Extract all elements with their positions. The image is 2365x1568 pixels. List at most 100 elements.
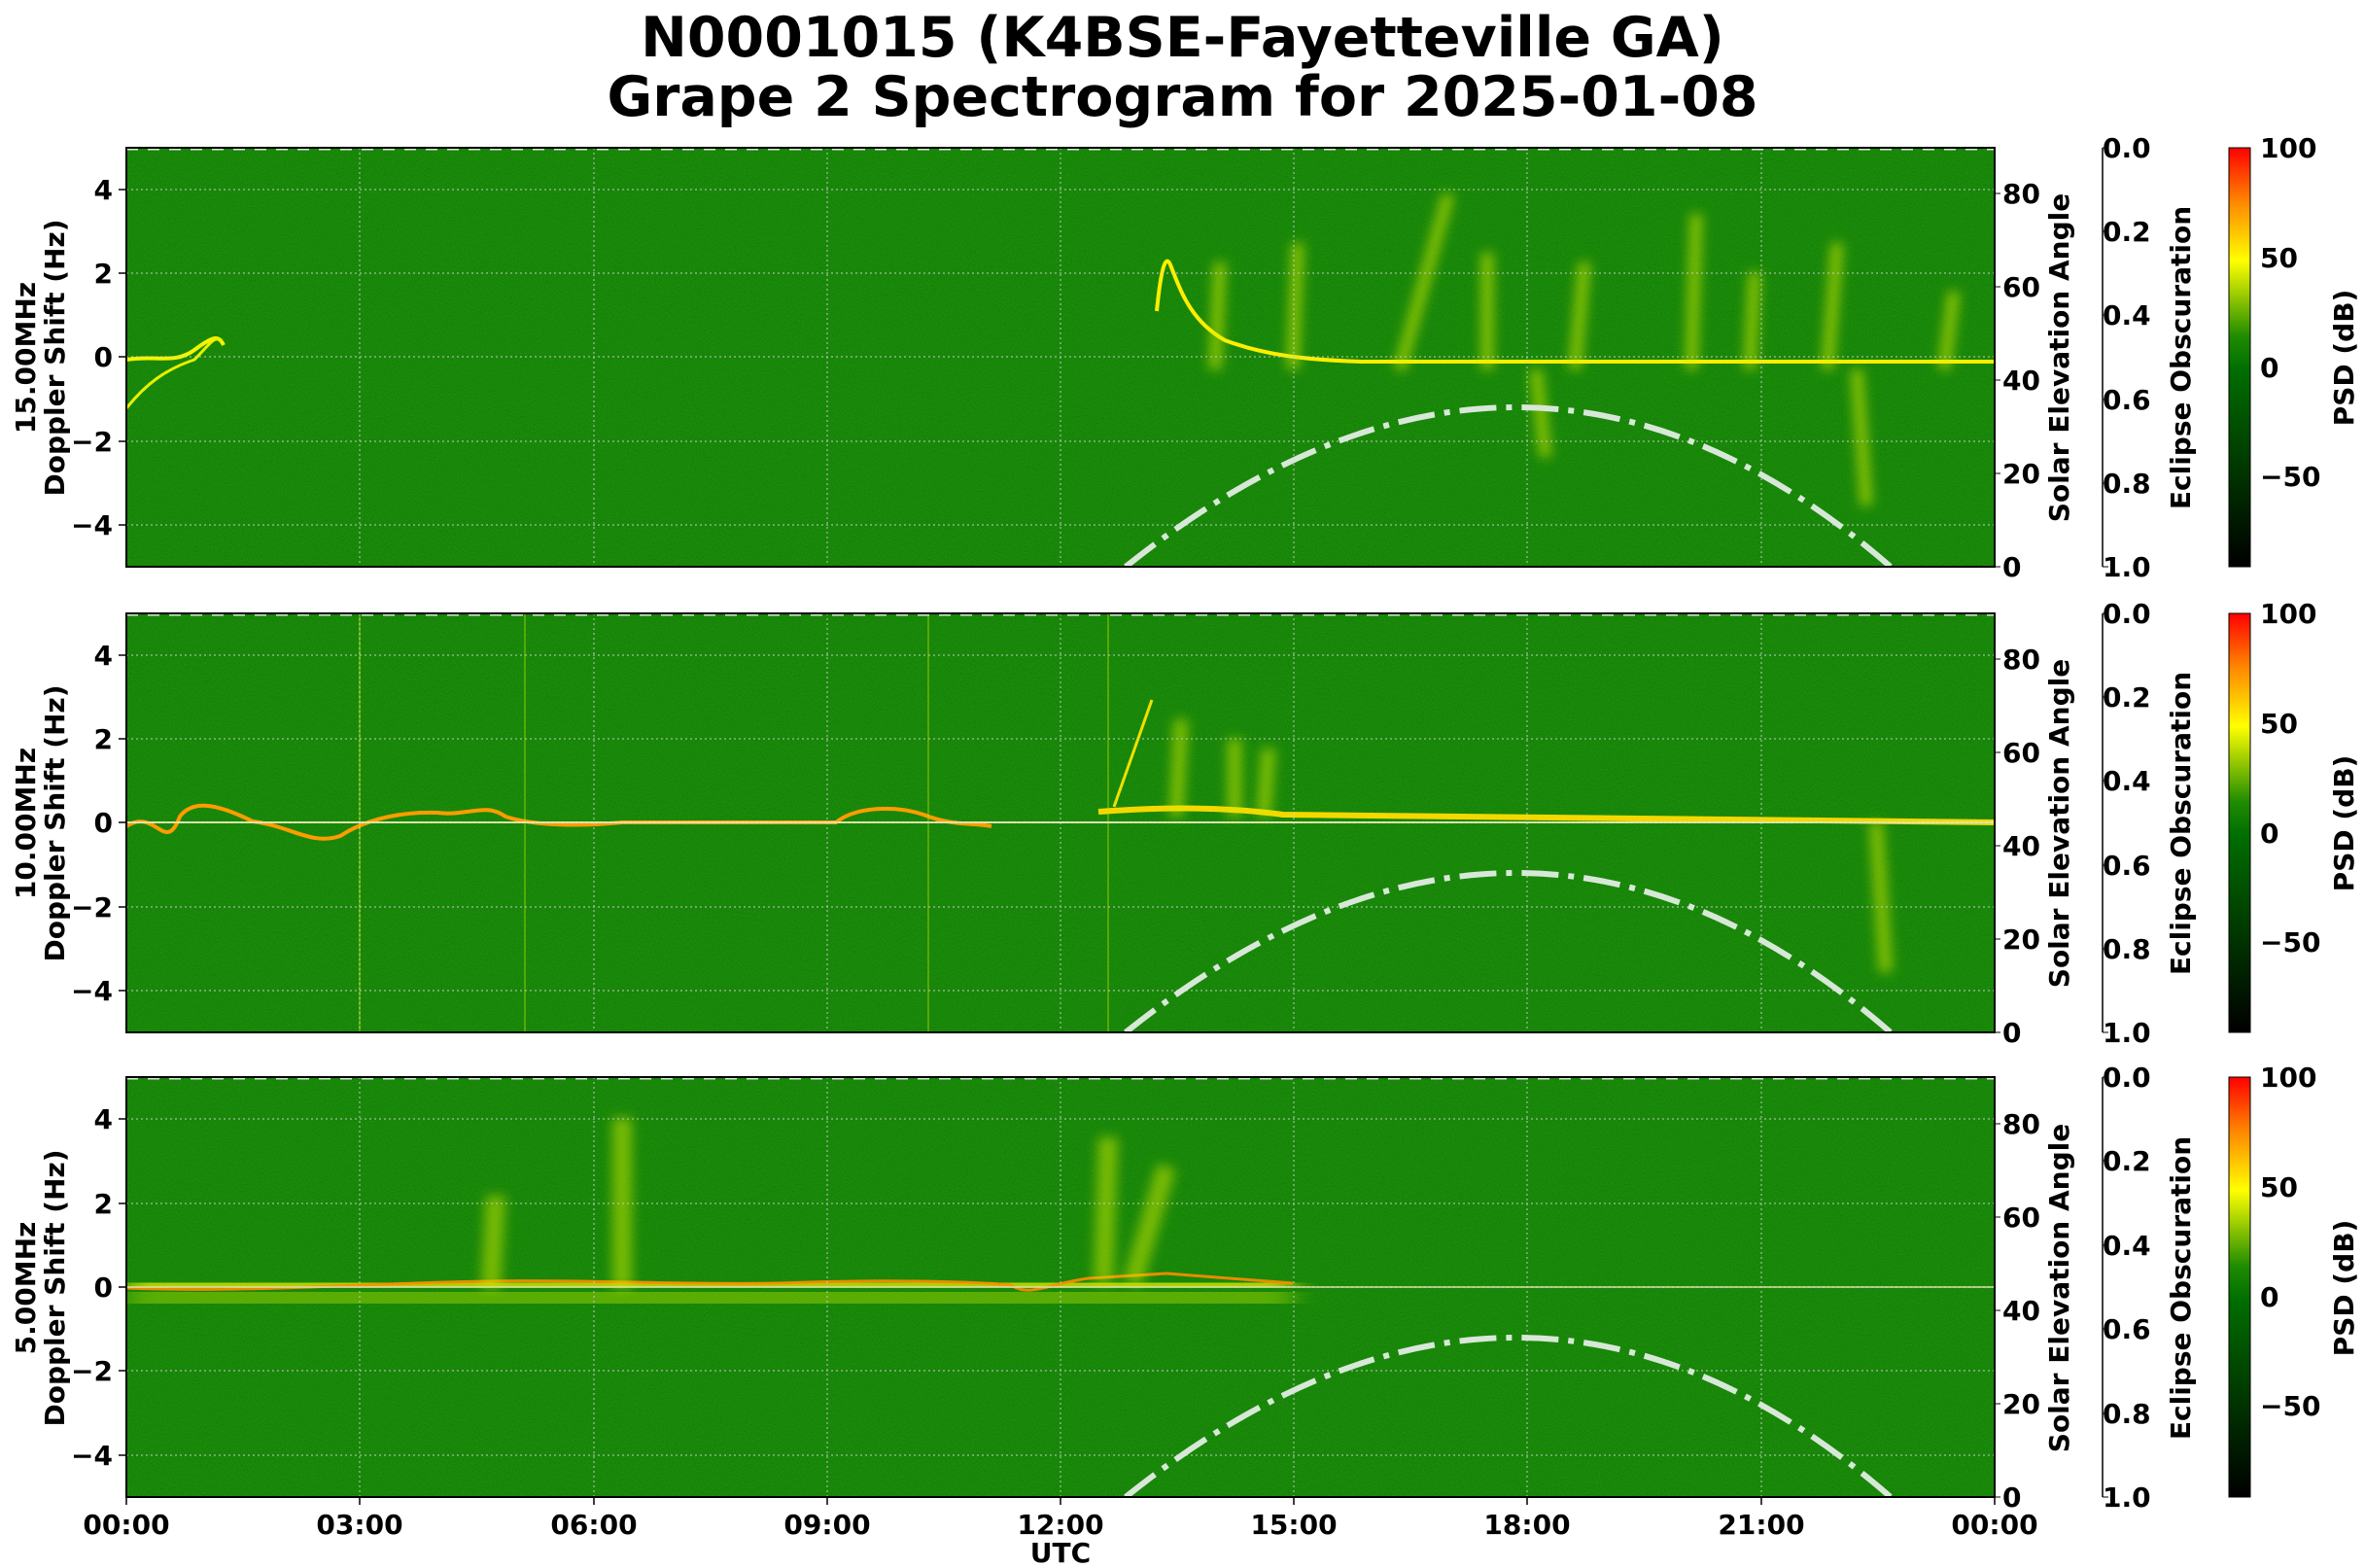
colorbar-5mhz: 100 50 0 −50 PSD (dB) — [2228, 1062, 2360, 1498]
svg-text:20: 20 — [2002, 1388, 2040, 1420]
svg-text:0: 0 — [2260, 352, 2278, 384]
svg-text:100: 100 — [2260, 1062, 2316, 1094]
svg-text:−4: −4 — [71, 509, 113, 541]
elevation-label-10mhz: Solar Elevation Angle — [2043, 659, 2075, 988]
svg-text:0: 0 — [94, 341, 113, 373]
svg-text:80: 80 — [2002, 178, 2040, 210]
svg-text:−4: −4 — [71, 1440, 113, 1472]
svg-text:0.4: 0.4 — [2103, 765, 2151, 797]
svg-text:0.2: 0.2 — [2103, 216, 2151, 248]
svg-text:60: 60 — [2002, 737, 2040, 769]
svg-text:20: 20 — [2002, 458, 2040, 490]
svg-text:0.6: 0.6 — [2103, 850, 2151, 882]
svg-text:0: 0 — [94, 1272, 113, 1304]
svg-text:−50: −50 — [2260, 1390, 2320, 1422]
svg-text:−2: −2 — [71, 426, 113, 458]
svg-text:0.0: 0.0 — [2103, 1062, 2151, 1094]
colorbar-label-10mhz: PSD (dB) — [2328, 755, 2360, 892]
eclipse-label-10mhz: Eclipse Obscuration — [2165, 672, 2197, 975]
x-tick: 00:00 — [83, 1509, 169, 1541]
svg-text:40: 40 — [2002, 830, 2040, 862]
svg-text:0.4: 0.4 — [2103, 299, 2151, 331]
ylabel-doppler-15mhz: Doppler Shift (Hz) — [39, 219, 71, 496]
svg-text:50: 50 — [2260, 708, 2298, 740]
ylabel-freq-15mhz: 15.00MHz — [10, 282, 42, 434]
svg-text:0: 0 — [2002, 1481, 2021, 1514]
x-tick: 03:00 — [316, 1509, 402, 1541]
elevation-label-5mhz: Solar Elevation Angle — [2043, 1124, 2075, 1452]
x-tick: 15:00 — [1250, 1509, 1337, 1541]
x-axis-label: UTC — [1030, 1537, 1091, 1568]
svg-text:2: 2 — [94, 723, 113, 755]
svg-text:0.0: 0.0 — [2103, 132, 2151, 164]
chart-title-line2: Grape 2 Spectrogram for 2025-01-08 — [607, 65, 1758, 129]
grid-5mhz — [126, 1077, 1995, 1497]
svg-text:0.2: 0.2 — [2103, 681, 2151, 714]
svg-text:0.6: 0.6 — [2103, 1313, 2151, 1345]
svg-text:80: 80 — [2002, 1108, 2040, 1140]
eclipse-label-5mhz: Eclipse Obscuration — [2165, 1136, 2197, 1440]
x-tick: 21:00 — [1718, 1509, 1804, 1541]
panel-5mhz: 4 2 0 −2 −4 5.00MHz Doppler Shift (Hz) 8… — [10, 1062, 2360, 1514]
ylabel-doppler-5mhz: Doppler Shift (Hz) — [39, 1149, 71, 1426]
svg-text:40: 40 — [2002, 365, 2040, 397]
ylabel-freq-10mhz: 10.00MHz — [10, 748, 42, 899]
y-axis-15mhz: 4 2 0 −2 −4 15.00MHz Doppler Shift (Hz) — [10, 174, 126, 541]
elevation-axis-5mhz: 80 60 40 20 0 Solar Elevation Angle — [1995, 1108, 2075, 1514]
svg-text:−2: −2 — [71, 1355, 113, 1387]
ylabel-doppler-10mhz: Doppler Shift (Hz) — [39, 684, 71, 961]
svg-text:0.8: 0.8 — [2103, 468, 2151, 500]
svg-text:4: 4 — [94, 1103, 113, 1135]
svg-text:4: 4 — [94, 174, 113, 206]
svg-text:0: 0 — [2002, 551, 2021, 583]
eclipse-axis-5mhz: 0.0 0.2 0.4 0.6 0.8 1.0 Eclipse Obscurat… — [2102, 1062, 2197, 1514]
chart-title-line1: N0001015 (K4BSE-Fayetteville GA) — [641, 6, 1724, 70]
svg-text:0.0: 0.0 — [2103, 598, 2151, 630]
svg-text:100: 100 — [2260, 598, 2316, 630]
svg-text:0.8: 0.8 — [2103, 933, 2151, 965]
svg-text:1.0: 1.0 — [2103, 551, 2151, 583]
elevation-axis-15mhz: 80 60 40 20 0 Solar Elevation Angle — [1995, 178, 2075, 583]
svg-text:50: 50 — [2260, 242, 2298, 274]
elevation-label-15mhz: Solar Elevation Angle — [2043, 193, 2075, 522]
eclipse-axis-10mhz: 0.0 0.2 0.4 0.6 0.8 1.0 Eclipse Obscurat… — [2102, 598, 2197, 1049]
x-tick: 09:00 — [783, 1509, 870, 1541]
panel-10mhz: 4 2 0 −2 −4 10.00MHz Doppler Shift (Hz) … — [10, 598, 2360, 1049]
ylabel-freq-5mhz: 5.00MHz — [10, 1222, 42, 1355]
svg-text:0.4: 0.4 — [2103, 1230, 2151, 1262]
solar-elevation-curve-15mhz — [1124, 404, 1893, 567]
y-axis-5mhz: 4 2 0 −2 −4 5.00MHz Doppler Shift (Hz) — [10, 1103, 126, 1472]
y-axis-10mhz: 4 2 0 −2 −4 10.00MHz Doppler Shift (Hz) — [10, 640, 126, 1007]
svg-text:0: 0 — [2260, 1281, 2278, 1313]
svg-text:100: 100 — [2260, 132, 2316, 164]
grid-15mhz — [126, 148, 1995, 567]
x-tick: 18:00 — [1483, 1509, 1570, 1541]
svg-text:0: 0 — [94, 807, 113, 839]
x-tick: 00:00 — [1951, 1509, 2037, 1541]
svg-text:50: 50 — [2260, 1171, 2298, 1203]
panel-15mhz: 4 2 0 −2 −4 15.00MHz Doppler Shift (Hz) … — [10, 132, 2360, 583]
solar-elevation-curve-10mhz — [1124, 870, 1893, 1032]
colorbar-label-5mhz: PSD (dB) — [2328, 1220, 2360, 1357]
svg-text:0: 0 — [2260, 818, 2278, 850]
x-tick: 12:00 — [1017, 1509, 1103, 1541]
svg-text:20: 20 — [2002, 923, 2040, 956]
svg-text:1.0: 1.0 — [2103, 1481, 2151, 1514]
svg-text:−2: −2 — [71, 891, 113, 923]
eclipse-axis-15mhz: 0.0 0.2 0.4 0.6 0.8 1.0 Eclipse Obscurat… — [2102, 132, 2197, 583]
elevation-axis-10mhz: 80 60 40 20 0 Solar Elevation Angle — [1995, 644, 2075, 1049]
svg-text:2: 2 — [94, 1188, 113, 1220]
solar-elevation-curve-5mhz — [1124, 1335, 1893, 1497]
svg-text:0.2: 0.2 — [2103, 1145, 2151, 1177]
svg-text:0.6: 0.6 — [2103, 384, 2151, 416]
svg-text:−50: −50 — [2260, 926, 2320, 958]
colorbar-label-15mhz: PSD (dB) — [2328, 290, 2360, 427]
svg-text:4: 4 — [94, 640, 113, 672]
x-tick: 06:00 — [550, 1509, 637, 1541]
x-axis: 00:00 03:00 06:00 09:00 12:00 15:00 18:0… — [83, 1497, 2038, 1568]
svg-text:1.0: 1.0 — [2103, 1017, 2151, 1049]
svg-text:−4: −4 — [71, 975, 113, 1007]
svg-text:60: 60 — [2002, 271, 2040, 303]
grid-10mhz — [126, 613, 1995, 1032]
